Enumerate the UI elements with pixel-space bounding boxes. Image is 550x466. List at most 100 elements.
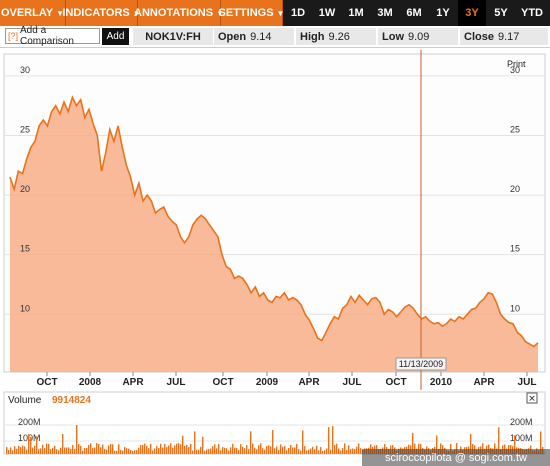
volume-bar — [346, 449, 348, 454]
range-3y-button[interactable]: 3Y — [458, 0, 486, 26]
range-3m-button[interactable]: 3M — [377, 7, 393, 19]
volume-bar — [124, 447, 126, 454]
volume-bar — [312, 446, 314, 454]
overlay-menu[interactable]: OVERLAY ▼ — [0, 0, 66, 26]
close-icon[interactable] — [526, 392, 538, 404]
volume-bar — [314, 449, 316, 454]
low-value: Low 9.09 — [378, 28, 458, 45]
volume-bar — [46, 443, 48, 454]
volume-bar — [342, 448, 344, 454]
volume-bar — [230, 447, 232, 454]
indicators-menu[interactable]: INDICATORS ▼ — [62, 0, 141, 26]
volume-bar — [176, 443, 178, 454]
volume-bar — [150, 443, 152, 454]
y-tick-label-left: 25 — [20, 124, 30, 134]
range-6m-button[interactable]: 6M — [406, 7, 422, 19]
y-tick-label-right: 15 — [510, 244, 520, 254]
add-comparison-input[interactable]: [?] Add a Comparison — [5, 25, 100, 47]
x-tick-label: JUL — [518, 377, 537, 388]
volume-bar — [238, 449, 240, 454]
volume-bar — [78, 444, 80, 454]
volume-bar — [66, 447, 68, 454]
volume-bar — [274, 448, 276, 454]
volume-bar — [56, 449, 58, 454]
volume-bar — [148, 448, 150, 454]
add-comparison-button[interactable]: Add — [102, 28, 129, 45]
range-1y-button[interactable]: 1Y — [436, 7, 450, 19]
volume-bar — [42, 444, 44, 454]
volume-bar — [262, 448, 264, 454]
volume-bar — [220, 450, 222, 454]
volume-bar — [196, 449, 198, 454]
volume-bar — [22, 445, 24, 454]
volume-bar — [284, 446, 286, 454]
volume-bar — [202, 436, 204, 454]
volume-value: 9914824 — [52, 395, 91, 406]
volume-bar — [334, 444, 336, 454]
volume-bar — [72, 445, 74, 454]
annotations-menu[interactable]: ANNOTATIONS▼ — [134, 0, 224, 26]
volume-bar — [10, 447, 12, 454]
volume-bar — [32, 447, 34, 454]
x-tick-label: OCT — [36, 377, 57, 388]
volume-bar — [340, 450, 342, 454]
volume-bar — [54, 445, 56, 454]
y-tick-label-right: 25 — [510, 124, 520, 134]
range-1d-button[interactable]: 1D — [290, 7, 306, 19]
volume-bar — [104, 448, 106, 454]
volume-bar — [236, 447, 238, 454]
y-axis-left: 10 15 20 25 30 — [20, 65, 30, 313]
volume-bar — [48, 443, 50, 454]
low-label: Low — [382, 30, 404, 43]
volume-bar — [12, 450, 14, 454]
chevron-down-icon: ▼ — [216, 9, 224, 18]
volume-bar — [246, 445, 248, 454]
volume-bar — [128, 448, 130, 454]
volume-bar — [338, 448, 340, 454]
crosshair-date-box — [395, 357, 447, 371]
print-link[interactable]: Print — [507, 59, 526, 69]
volume-bar — [322, 450, 324, 454]
volume-bar — [18, 445, 20, 454]
x-tick-label: 2009 — [256, 377, 279, 388]
volume-bar — [106, 449, 108, 454]
volume-bar — [218, 443, 220, 454]
crosshair-date: 11/13/2009 — [399, 359, 443, 369]
x-tick-label: JUL — [343, 377, 362, 388]
volume-bar — [204, 450, 206, 454]
range-1w-button[interactable]: 1W — [318, 7, 336, 19]
high-value: High 9.26 — [296, 28, 376, 45]
volume-bar — [256, 449, 258, 454]
volume-bar — [418, 443, 420, 454]
range-5y-button[interactable]: 5Y — [494, 7, 508, 19]
volume-bar — [344, 443, 346, 454]
volume-bar — [166, 447, 168, 454]
volume-tick-200m-left: 200M — [18, 417, 41, 427]
overlay-menu-label: OVERLAY — [0, 7, 54, 19]
volume-bar — [68, 447, 70, 454]
volume-bar — [332, 426, 334, 454]
volume-bar — [210, 448, 212, 454]
range-ytd-button[interactable]: YTD — [521, 7, 543, 19]
volume-bar — [514, 435, 516, 454]
volume-bar — [98, 444, 100, 454]
volume-bar — [228, 450, 230, 454]
settings-menu[interactable]: SETTINGS ▼ — [219, 0, 284, 26]
volume-bar — [82, 450, 84, 454]
volume-bar — [88, 445, 90, 454]
volume-bar — [130, 449, 132, 454]
volume-bar — [222, 447, 224, 454]
volume-bar — [348, 445, 350, 454]
volume-bar — [110, 444, 112, 454]
open-number: 9.14 — [250, 30, 272, 43]
volume-bar — [80, 445, 82, 454]
volume-bar — [156, 446, 158, 454]
help-icon[interactable]: [?] — [8, 31, 19, 41]
close-icon-glyph: ✕ — [528, 394, 536, 404]
range-1m-button[interactable]: 1M — [348, 7, 364, 19]
volume-bar — [162, 447, 164, 454]
volume-bar — [336, 443, 338, 454]
close-label: Close — [464, 30, 494, 43]
volume-bar — [360, 448, 362, 454]
